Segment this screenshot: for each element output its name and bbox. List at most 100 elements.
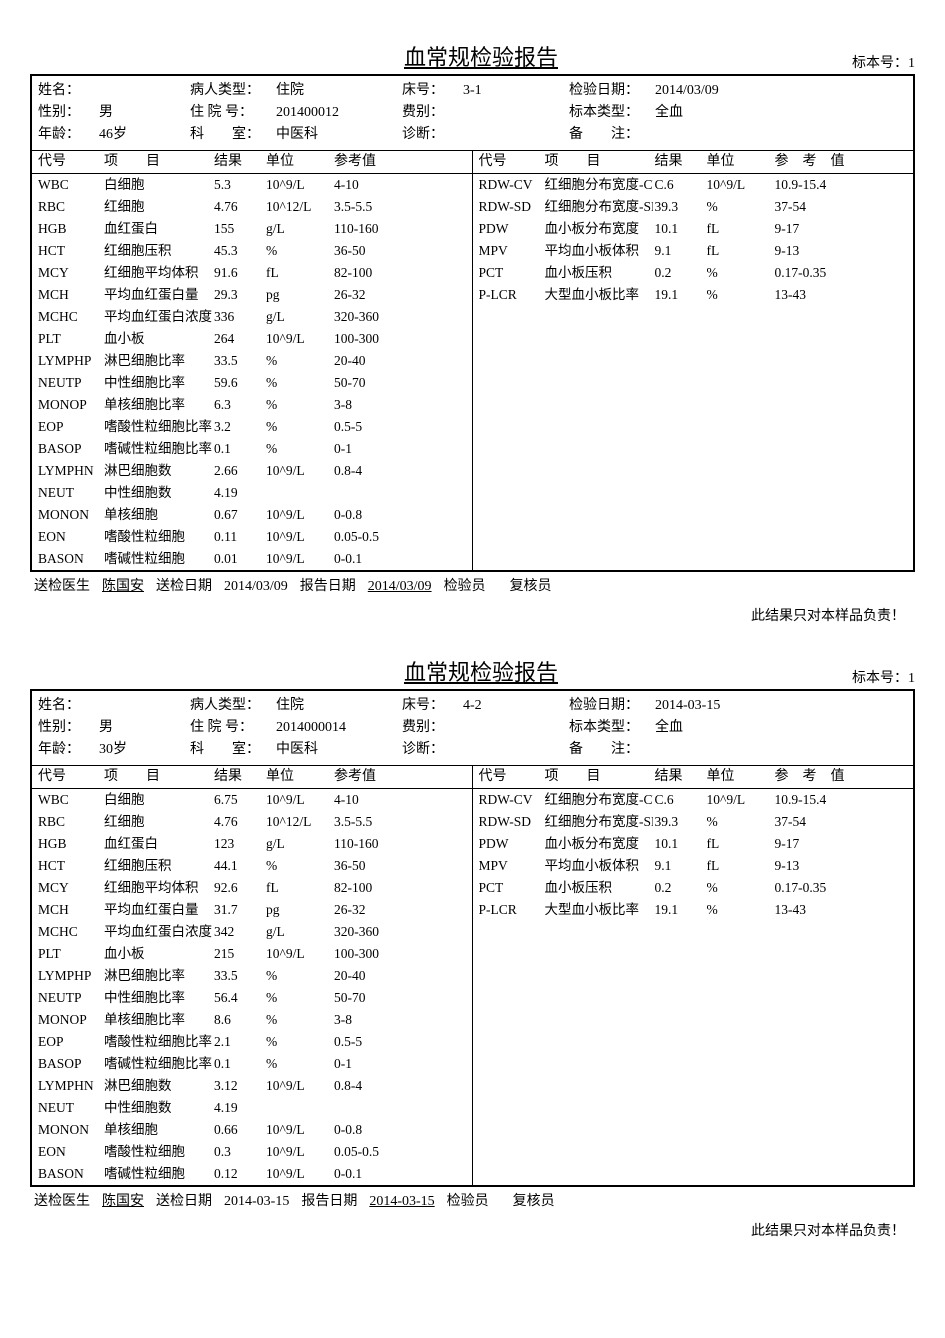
cell-unit: %: [266, 350, 332, 372]
cell-unit: g/L: [266, 306, 332, 328]
info-label-sample_type: 标本类型：: [569, 717, 649, 739]
table-row: RDW-SD红细胞分布宽度-SD39.3%37-54: [473, 811, 914, 833]
cell-item: 白细胞: [104, 789, 212, 811]
cell-item: 平均血小板体积: [545, 855, 653, 877]
cell-result: 0.1: [214, 438, 264, 460]
cell-code: BASON: [38, 548, 102, 570]
info-label-patient_type: 病人类型：: [190, 80, 270, 102]
info-row: 性别：男住 院 号：2014000014费别：标本类型：全血: [38, 717, 907, 739]
cell-ref: 37-54: [775, 811, 908, 833]
cell-ref: 0-0.8: [334, 1119, 466, 1141]
info-label-name: 姓名：: [38, 695, 93, 717]
cell-ref: 0.17-0.35: [775, 262, 908, 284]
info-value-remark: [655, 739, 775, 761]
cell-ref: 9-17: [775, 218, 908, 240]
cell-code: RDW-CV: [479, 174, 543, 196]
table-row: LYMPHP淋巴细胞比率33.5%20-40: [32, 350, 472, 372]
cell-unit: 10^9/L: [266, 789, 332, 811]
info-label-fee_type: 费别：: [402, 102, 457, 124]
cell-result: 342: [214, 921, 264, 943]
results-column-left: 代号项 目结果单位参考值WBC白细胞6.7510^9/L4-10RBC红细胞4.…: [32, 766, 473, 1185]
cell-code: MONON: [38, 504, 102, 526]
report: 血常规检验报告标本号：1姓名：病人类型：住院床号：4-2检验日期：2014-03…: [30, 655, 915, 1240]
cell-result: 8.6: [214, 1009, 264, 1031]
table-row: LYMPHN淋巴细胞数3.1210^9/L0.8-4: [32, 1075, 472, 1097]
table-row: EON嗜酸性粒细胞0.1110^9/L0.05-0.5: [32, 526, 472, 548]
th-unit: 单位: [707, 151, 773, 173]
cell-ref: 26-32: [334, 284, 466, 306]
cell-unit: %: [707, 811, 773, 833]
cell-ref: 9-13: [775, 855, 908, 877]
cell-item: 红细胞压积: [104, 855, 212, 877]
info-value-patient_type: 住院: [276, 695, 396, 717]
table-row: PLT血小板26410^9/L100-300: [32, 328, 472, 350]
cell-result: 0.2: [655, 262, 705, 284]
cell-item: 红细胞平均体积: [104, 877, 212, 899]
cell-ref: 0-1: [334, 438, 466, 460]
table-row: MCH平均血红蛋白量31.7pg26-32: [32, 899, 472, 921]
cell-result: 0.67: [214, 504, 264, 526]
table-row: NEUTP中性细胞比率59.6%50-70: [32, 372, 472, 394]
disclaimer: 此结果只对本样品负责！: [30, 1220, 915, 1240]
cell-item: 嗜碱性粒细胞比率: [104, 438, 212, 460]
info-value-sex: 男: [99, 717, 184, 739]
cell-ref: 50-70: [334, 372, 466, 394]
cell-result: C.6: [655, 789, 705, 811]
cell-result: 10.1: [655, 218, 705, 240]
table-row: PCT血小板压积0.2%0.17-0.35: [473, 877, 914, 899]
footer-reviewer-label: 复核员: [510, 575, 552, 595]
cell-code: PDW: [479, 218, 543, 240]
cell-unit: fL: [707, 833, 773, 855]
table-row: WBC白细胞6.7510^9/L4-10: [32, 789, 472, 811]
cell-ref: 13-43: [775, 899, 908, 921]
patient-info: 姓名：病人类型：住院床号：3-1检验日期：2014/03/09性别：男住 院 号…: [32, 76, 913, 151]
cell-unit: g/L: [266, 218, 332, 240]
cell-ref: 13-43: [775, 284, 908, 306]
table-row: RDW-SD红细胞分布宽度-SD39.3%37-54: [473, 196, 914, 218]
cell-unit: fL: [707, 218, 773, 240]
cell-code: BASOP: [38, 438, 102, 460]
cell-unit: 10^9/L: [707, 174, 773, 196]
cell-result: 33.5: [214, 350, 264, 372]
cell-unit: 10^9/L: [266, 1163, 332, 1185]
table-row: MCY红细胞平均体积91.6fL82-100: [32, 262, 472, 284]
info-label-age: 年龄：: [38, 739, 93, 761]
info-label-bed_no: 床号：: [402, 80, 457, 102]
cell-code: EON: [38, 526, 102, 548]
cell-result: 31.7: [214, 899, 264, 921]
cell-ref: 0-1: [334, 1053, 466, 1075]
cell-code: HCT: [38, 855, 102, 877]
cell-unit: %: [707, 899, 773, 921]
cell-result: 2.1: [214, 1031, 264, 1053]
cell-unit: %: [707, 196, 773, 218]
cell-item: 平均血红蛋白量: [104, 284, 212, 306]
cell-code: MPV: [479, 240, 543, 262]
cell-code: LYMPHP: [38, 350, 102, 372]
th-result: 结果: [214, 151, 264, 173]
cell-item: 嗜酸性粒细胞: [104, 1141, 212, 1163]
info-row: 姓名：病人类型：住院床号：4-2检验日期：2014-03-15: [38, 695, 907, 717]
cell-code: RDW-SD: [479, 196, 543, 218]
cell-ref: 0-0.1: [334, 548, 466, 570]
info-label-patient_type: 病人类型：: [190, 695, 270, 717]
th-code: 代号: [479, 766, 543, 788]
cell-unit: 10^12/L: [266, 196, 332, 218]
table-row: MONOP单核细胞比率6.3%3-8: [32, 394, 472, 416]
info-value-age: 30岁: [99, 739, 184, 761]
cell-code: EON: [38, 1141, 102, 1163]
cell-result: 6.75: [214, 789, 264, 811]
table-row: PDW血小板分布宽度10.1fL9-17: [473, 833, 914, 855]
info-label-test_date: 检验日期：: [569, 695, 649, 717]
cell-item: 平均血红蛋白量: [104, 899, 212, 921]
cell-ref: 20-40: [334, 350, 466, 372]
cell-result: 4.19: [214, 482, 264, 504]
cell-code: PLT: [38, 328, 102, 350]
cell-unit: %: [707, 262, 773, 284]
cell-item: 嗜酸性粒细胞: [104, 526, 212, 548]
cell-ref: 3.5-5.5: [334, 811, 466, 833]
report-title: 血常规检验报告: [110, 655, 852, 687]
cell-item: 嗜碱性粒细胞: [104, 548, 212, 570]
cell-item: 红细胞: [104, 196, 212, 218]
cell-ref: 320-360: [334, 921, 466, 943]
report-box: 姓名：病人类型：住院床号：4-2检验日期：2014-03-15性别：男住 院 号…: [30, 689, 915, 1187]
